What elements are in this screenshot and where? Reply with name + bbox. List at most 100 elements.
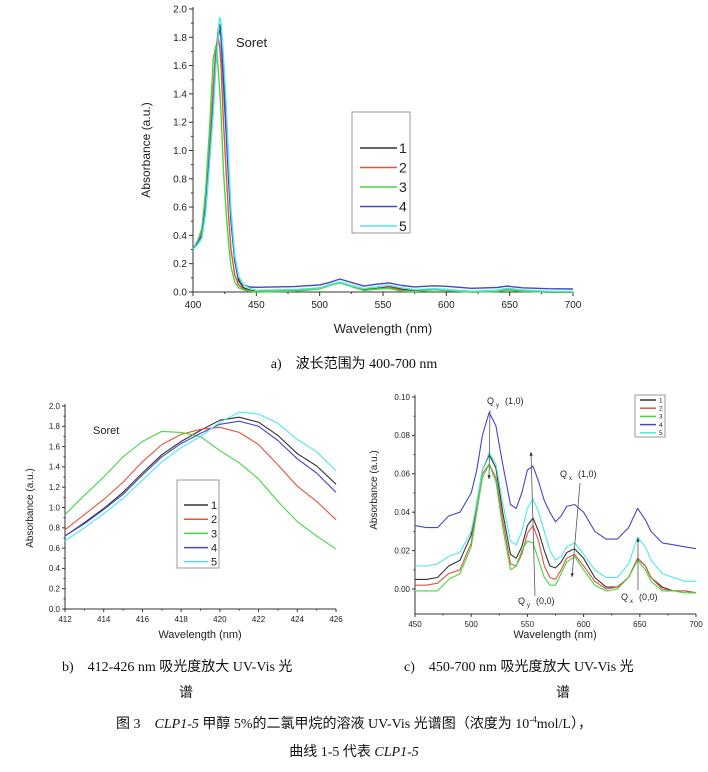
series-line-4 [414, 411, 697, 550]
y-tick-label: 0.8 [49, 524, 61, 533]
y-tick-label: 2.0 [173, 5, 187, 16]
figure-caption-unit: mol/L）， [536, 717, 592, 732]
annotation-arrow [488, 409, 491, 480]
y-axis-label: Absorbance (a.u.) [139, 102, 153, 197]
x-tick-label: 450 [248, 300, 265, 311]
figure-caption-text: 甲醇 5%的二氯甲烷的溶液 UV-Vis 光谱图（浓度为 10 [198, 717, 530, 732]
y-tick-label: 0.10 [394, 393, 410, 402]
y-tick-label: 1.8 [49, 422, 61, 431]
series-line-5 [415, 452, 696, 582]
caption-c: c) 450-700 nm 吸光度放大 UV-Vis 光 [404, 656, 634, 676]
x-tick-label: 600 [438, 300, 455, 311]
annotation-arrow [530, 451, 536, 597]
legend-label-2: 2 [211, 514, 217, 526]
y-tick-label: 0.04 [394, 508, 410, 517]
x-tick-label: 426 [329, 615, 343, 624]
y-tick-label: 0.6 [173, 203, 187, 214]
series-line-3 [192, 45, 574, 293]
legend-label-4: 4 [399, 198, 407, 214]
annotation-subscript: y [496, 403, 499, 409]
y-tick-label: 1.0 [173, 146, 187, 157]
concentration-exponent: -4 [529, 714, 537, 725]
legend-label-1: 1 [211, 500, 217, 512]
series-line-2 [415, 463, 697, 594]
caption-b: b) 412-426 nm 吸光度放大 UV-Vis 光 [62, 656, 292, 676]
caption-a-text: 波长范围为 400-700 nm [295, 357, 438, 372]
caption-a-label: a) [270, 357, 282, 372]
series-line-5 [192, 16, 574, 293]
y-tick-label: 0.2 [49, 585, 61, 594]
series-line-2 [64, 426, 337, 531]
x-tick-label: 412 [58, 615, 72, 624]
annotation-subscript: x [630, 599, 633, 605]
arrowhead-icon [487, 475, 491, 479]
annotation-suffix: (0,0) [639, 592, 658, 602]
y-tick-label: 1.6 [173, 61, 187, 72]
y-tick-label: 0.2 [173, 259, 187, 270]
compound-name: CLP1-5 [154, 717, 199, 732]
figure-caption-line2-compound: CLP1-5 [374, 745, 419, 760]
caption-c-text: 450-700 nm 吸光度放大 UV-Vis 光 [428, 660, 634, 675]
annotation-main: Q [560, 469, 567, 479]
legend-label-2: 2 [399, 159, 407, 175]
figure-caption: 图 3 CLP1-5 甲醇 5%的二氯甲烷的溶液 UV-Vis 光谱图（浓度为 … [0, 713, 708, 733]
caption-b-text: 412-426 nm 吸光度放大 UV-Vis 光 [87, 660, 293, 675]
y-axis-label: Absorbance (a.u.) [25, 468, 36, 548]
legend-label-5: 5 [659, 430, 663, 437]
annotation-suffix: (1,0) [505, 396, 524, 406]
annotation-label: Soret [236, 35, 267, 50]
y-tick-label: 0.4 [49, 564, 61, 573]
series-line-1 [64, 416, 337, 537]
y-tick-label: 1.8 [173, 33, 187, 44]
y-tick-label: 1.2 [173, 118, 187, 129]
legend-label-1: 1 [659, 397, 663, 404]
figure-label: 图 3 [116, 717, 141, 732]
annotation-label: Soret [93, 425, 119, 437]
annotation-main: Q [487, 396, 494, 406]
y-tick-label: 1.0 [49, 503, 61, 512]
annotation-arrow [571, 482, 581, 578]
arrowhead-icon [570, 573, 574, 577]
x-tick-label: 550 [375, 300, 392, 311]
legend-label-3: 3 [399, 179, 407, 195]
x-tick-label: 416 [136, 615, 150, 624]
series-line-3 [415, 463, 696, 594]
x-axis-label: Wavelength (nm) [334, 321, 433, 336]
series-line-1 [415, 454, 697, 594]
y-tick-label: 0.0 [49, 605, 61, 614]
spectra-figure: 0.0 0.2 0.4 0.6 0.8 1.0 1.2 1.4 1.6 1.8 2.0 400 450 5… [25, 5, 703, 642]
caption-b-cont: 谱 [179, 686, 193, 701]
x-tick-label: 500 [465, 620, 479, 629]
x-tick-label: 424 [291, 615, 305, 624]
legend-label-4: 4 [659, 422, 663, 429]
series-line-4 [64, 420, 337, 537]
y-tick-label: 1.6 [49, 442, 61, 451]
annotation-main: Q [621, 592, 628, 602]
series-line-5 [64, 411, 337, 542]
y-tick-label: 2.0 [49, 402, 61, 411]
caption-b-label: b) [62, 660, 74, 675]
y-tick-label: 0.8 [173, 174, 187, 185]
legend-box [351, 111, 411, 234]
x-tick-label: 420 [213, 615, 227, 624]
x-tick-label: 700 [689, 620, 703, 629]
annotation-subscript: x [569, 476, 572, 482]
annotation-suffix: (0,0) [536, 596, 555, 606]
x-tick-label: 600 [577, 620, 591, 629]
legend-label-5: 5 [399, 218, 407, 234]
figure-caption-line2: 曲线 1-5 代表 CLP1-5 [0, 741, 708, 761]
legend-label-5: 5 [211, 557, 217, 569]
x-tick-label: 500 [311, 300, 328, 311]
y-tick-label: 0.06 [394, 470, 410, 479]
chart-c: 0.00 0.02 0.04 0.06 0.08 0.10 450 500 550 600 650 7… [369, 393, 703, 641]
arrowhead-icon [636, 538, 640, 542]
y-tick-label: 0.08 [394, 431, 410, 440]
y-tick-label: 0.02 [394, 546, 410, 555]
x-tick-label: 414 [97, 615, 111, 624]
y-tick-label: 0.0 [173, 288, 187, 299]
